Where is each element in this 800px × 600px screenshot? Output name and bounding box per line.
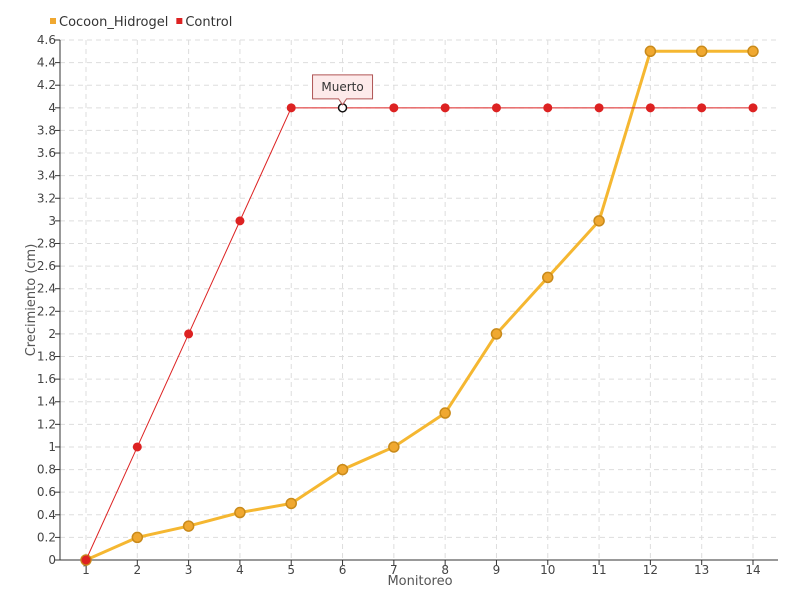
data-point[interactable] (695, 45, 708, 58)
y-tick-label: 4 (48, 101, 56, 115)
y-tick-label: 3.6 (37, 146, 56, 160)
series-line (85, 49, 753, 562)
data-point[interactable] (81, 555, 91, 565)
x-tick-label: 10 (540, 563, 555, 577)
data-point[interactable] (336, 463, 349, 476)
tooltip-text: Muerto (321, 80, 363, 94)
data-point[interactable] (747, 45, 759, 58)
y-tick-label: 0 (48, 553, 56, 567)
y-tick-label: 3.2 (37, 191, 56, 205)
data-point[interactable] (285, 497, 297, 510)
data-point[interactable] (543, 103, 553, 113)
y-tick-label: 1 (48, 440, 56, 454)
data-point[interactable] (235, 216, 245, 226)
data-point[interactable] (132, 442, 142, 452)
series-cocoon-hidrogel (80, 45, 759, 566)
x-tick-label: 1 (82, 563, 90, 577)
y-tick-labels: 0 0.2 0.4 0.6 0.8 1 1.2 1.4 1.6 1.8 2 2.2 2.4 2.6 2.8 3… (37, 33, 56, 567)
x-tick-label: 13 (694, 563, 709, 577)
y-tick-label: 4.6 (37, 33, 56, 47)
x-tick-label: 7 (390, 563, 398, 577)
legend-swatch (176, 18, 183, 24)
data-point[interactable] (490, 328, 503, 340)
x-tick-label: 8 (441, 563, 449, 577)
data-point[interactable] (388, 441, 400, 453)
x-tick-labels: 1 2 3 4 5 6 7 8 9 10 11 12 13 14 (82, 563, 760, 577)
legend: Cocoon_Hidrogel Control (50, 15, 232, 30)
x-tick-label: 12 (643, 563, 658, 577)
x-tick-label: 2 (133, 563, 141, 577)
series-group (80, 45, 759, 566)
data-point[interactable] (440, 103, 450, 113)
data-point[interactable] (184, 329, 194, 339)
data-point[interactable] (644, 45, 657, 58)
data-point[interactable] (748, 103, 758, 113)
y-tick-label: 2 (48, 327, 56, 341)
y-tick-label: 1.4 (37, 395, 56, 409)
y-tick-label: 3.4 (37, 169, 56, 183)
data-point[interactable] (645, 103, 655, 113)
y-tick-label: 0.8 (37, 463, 56, 477)
y-axis-title: Crecimiento (cm) (24, 244, 39, 357)
y-tick-label: 3.8 (37, 123, 56, 137)
data-point[interactable] (594, 103, 604, 113)
series-line (85, 107, 753, 561)
legend-label[interactable]: Control (185, 15, 232, 30)
data-point[interactable] (182, 520, 195, 532)
x-tick-label: 14 (745, 563, 760, 577)
y-tick-label: 4.2 (37, 78, 56, 92)
data-point[interactable] (389, 103, 399, 113)
x-tick-label: 11 (591, 563, 606, 577)
legend-swatch (50, 18, 56, 24)
grid-lines (60, 39, 778, 560)
y-tick-label: 2.8 (37, 236, 56, 250)
x-tick-label: 9 (493, 563, 501, 577)
tooltip-box (312, 74, 374, 106)
data-point[interactable] (439, 407, 451, 419)
y-tick-label: 0.2 (37, 530, 56, 544)
data-point[interactable] (234, 506, 246, 519)
series-control (81, 103, 758, 565)
y-tick-label: 1.2 (37, 417, 56, 431)
y-tick-label: 1.6 (37, 372, 56, 386)
y-tick-label: 2.6 (37, 259, 56, 273)
annotation-group: Muerto (312, 74, 374, 113)
data-point[interactable] (131, 531, 144, 544)
legend-label[interactable]: Cocoon_Hidrogel (59, 15, 168, 30)
data-point[interactable] (491, 103, 501, 113)
x-axis-title: Monitoreo (387, 574, 452, 589)
y-tick-label: 4.4 (37, 56, 56, 70)
data-point[interactable] (542, 271, 554, 284)
axes (55, 39, 778, 565)
y-tick-label: 3 (48, 214, 56, 228)
y-tick-label: 1.8 (37, 350, 56, 364)
y-tick-label: 2.2 (37, 304, 56, 318)
x-tick-label: 3 (185, 563, 193, 577)
y-tick-label: 0.4 (37, 508, 56, 522)
x-tick-label: 6 (339, 563, 347, 577)
data-point[interactable] (697, 103, 707, 113)
x-tick-label: 4 (236, 563, 244, 577)
x-tick-label: 5 (287, 563, 295, 577)
data-point[interactable] (593, 215, 605, 227)
data-point[interactable] (286, 103, 296, 113)
y-tick-label: 2.4 (37, 282, 56, 296)
y-tick-label: 0.6 (37, 485, 56, 499)
